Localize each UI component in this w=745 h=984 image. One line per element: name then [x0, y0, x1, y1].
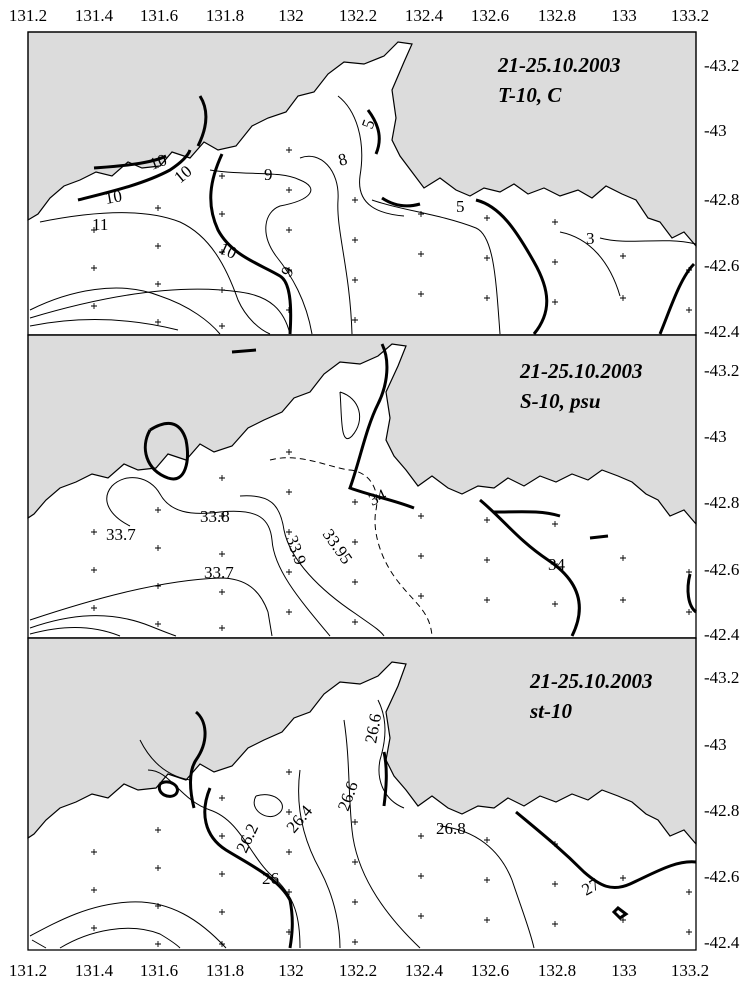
lat-tick: -42.4	[704, 933, 740, 952]
bottom-lon-tick: 131.2	[9, 961, 47, 980]
contour-label: 10	[103, 186, 123, 208]
contour-label: 11	[92, 215, 108, 234]
lat-ticks-right: -43.2 -43 -42.8 -42.6 -42.4	[704, 668, 740, 952]
contour-label: 26	[262, 869, 279, 888]
isolines	[29, 699, 697, 949]
top-lon-tick: 131.4	[75, 6, 114, 25]
lat-tick: -43.2	[704, 56, 739, 75]
top-lon-axis: 131.2 131.4 131.6 131.8 132 132.2 132.4 …	[9, 6, 709, 25]
contour-label: 33.8	[200, 507, 230, 526]
top-lon-tick: 132	[278, 6, 304, 25]
contour-label: 5	[456, 197, 465, 216]
panel-title-variable: T-10, C	[498, 83, 562, 107]
lat-tick: -43	[704, 427, 727, 446]
bottom-lon-tick: 132.6	[471, 961, 509, 980]
top-lon-tick: 131.8	[206, 6, 244, 25]
contour-label: 33.7	[106, 525, 136, 544]
bottom-lon-tick: 132.2	[339, 961, 377, 980]
lat-tick: -42.4	[704, 322, 740, 341]
contour-label: 10	[216, 238, 239, 262]
bottom-lon-tick: 131.4	[75, 961, 114, 980]
contour-label: 33.7	[204, 563, 234, 582]
lat-tick: -43.2	[704, 668, 739, 687]
land-mass	[27, 334, 697, 526]
top-lon-tick: 131.2	[9, 6, 47, 25]
contour-label: 34	[366, 485, 390, 510]
bottom-lon-tick: 132.8	[538, 961, 576, 980]
bottom-lon-axis: 131.2 131.4 131.6 131.8 132 132.2 132.4 …	[9, 961, 709, 980]
panel-salinity: 33.7 33.8 33.9 33.95 34 33.7 34 21-25.10…	[27, 334, 740, 644]
isolines	[29, 95, 697, 335]
panel-title-date: 21-25.10.2003	[519, 359, 643, 383]
station-markers	[91, 147, 692, 329]
top-lon-tick: 132.6	[471, 6, 509, 25]
land-mass	[27, 31, 697, 248]
bottom-lon-tick: 133	[611, 961, 637, 980]
lat-tick: -42.6	[704, 560, 739, 579]
isolines	[29, 343, 698, 637]
bottom-lon-tick: 132	[278, 961, 304, 980]
lat-tick: -42.8	[704, 190, 739, 209]
lat-tick: -42.6	[704, 867, 739, 886]
contour-label: 26.6	[361, 712, 385, 745]
lat-ticks-right: -43.2 -43 -42.8 -42.6 -42.4	[704, 361, 740, 644]
lat-tick: -42.8	[704, 801, 739, 820]
panel-density: 26.6 26.6 26.4 26.2 26.8 26 27 21-25.10.…	[27, 637, 740, 952]
lat-ticks-right: -43.2 -43 -42.8 -42.6 -42.4	[704, 56, 740, 341]
bottom-lon-tick: 131.6	[140, 961, 178, 980]
top-lon-tick: 131.6	[140, 6, 178, 25]
panel-title-variable: S-10, psu	[520, 389, 601, 413]
panel-frame	[27, 637, 697, 951]
bottom-lon-tick: 132.4	[405, 961, 444, 980]
top-lon-tick: 132.4	[405, 6, 444, 25]
panel-temperature: 10 10 10 11 10 9 9 8 5 5 3 21-25.10.2003…	[27, 31, 740, 341]
lat-tick: -43	[704, 735, 727, 754]
contour-label: 3	[586, 229, 595, 248]
lat-tick: -42.8	[704, 493, 739, 512]
station-markers	[91, 449, 692, 631]
lat-tick: -42.6	[704, 256, 739, 275]
bottom-lon-tick: 133.2	[671, 961, 709, 980]
top-lon-tick: 132.8	[538, 6, 576, 25]
contour-label: 9	[264, 165, 273, 184]
panel-title-date: 21-25.10.2003	[529, 669, 653, 693]
contour-label: 26.8	[436, 819, 466, 838]
bottom-lon-tick: 131.8	[206, 961, 244, 980]
lat-tick: -42.4	[704, 625, 740, 644]
panel-title-variable: st-10	[529, 699, 573, 723]
lat-tick: -43	[704, 121, 727, 140]
top-lon-tick: 132.2	[339, 6, 377, 25]
top-lon-tick: 133.2	[671, 6, 709, 25]
top-lon-tick: 133	[611, 6, 637, 25]
contour-label: 34	[548, 555, 566, 574]
lat-tick: -43.2	[704, 361, 739, 380]
contour-label: 10	[147, 150, 169, 174]
panel-title-date: 21-25.10.2003	[497, 53, 621, 77]
land-mass	[27, 637, 697, 846]
